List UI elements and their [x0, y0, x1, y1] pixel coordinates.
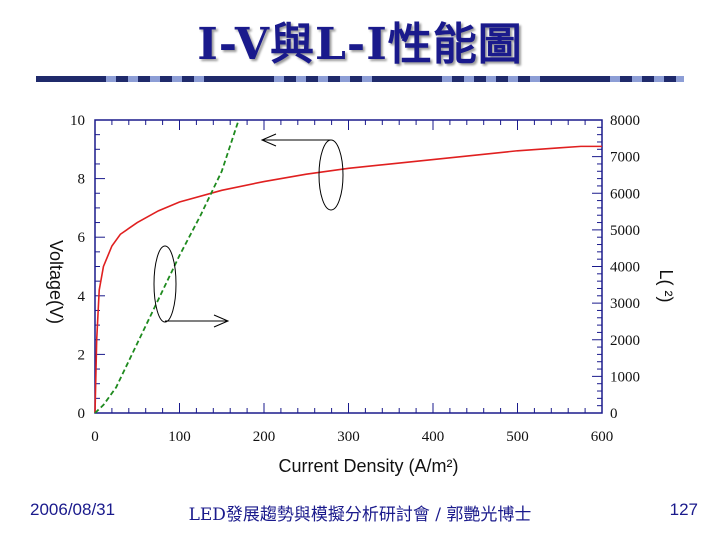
title-bar-segment [182, 76, 194, 82]
footer-date: 2006/08/31 [30, 500, 116, 519]
title-bar-segment [620, 76, 632, 82]
title-bar-segment [128, 76, 138, 82]
y-right-tick-label: 6000 [610, 186, 640, 202]
x-axis-title: Current Density (A/m²) [278, 456, 458, 476]
title-bar-segment [486, 76, 496, 82]
title-bar-segment [36, 76, 106, 82]
title-bar-segment [654, 76, 664, 82]
arrowhead-iv [260, 133, 277, 147]
title-bar-segment [530, 76, 540, 82]
title-bar-segment [642, 76, 654, 82]
title-bar-segment [274, 76, 284, 82]
title-bar-segment [204, 76, 274, 82]
title-bar-segment [372, 76, 442, 82]
y-right-tick-label: 3000 [610, 296, 640, 312]
title-bar-segment [116, 76, 128, 82]
arrowhead-li [213, 314, 230, 328]
title-bar-segment [106, 76, 116, 82]
y-right-tick-label: 8000 [610, 113, 640, 129]
page-number: 127 [669, 500, 698, 519]
y-left-tick-label: 10 [70, 113, 85, 129]
title-bar-segment [350, 76, 362, 82]
x-tick-label: 0 [91, 429, 99, 445]
title-bar-segment [474, 76, 486, 82]
title-bar-segment [172, 76, 182, 82]
y-right-tick-label: 4000 [610, 260, 640, 276]
title-bar-segment [284, 76, 296, 82]
y-left-tick-label: 0 [78, 406, 86, 422]
y-left-tick-label: 8 [78, 172, 86, 188]
title-bar-segment [138, 76, 150, 82]
title-bar-segment [160, 76, 172, 82]
title-bar-segment [362, 76, 372, 82]
x-tick-label: 400 [422, 429, 445, 445]
x-tick-label: 100 [168, 429, 191, 445]
title-bar-segment [664, 76, 676, 82]
footer-title: LED發展趨勢與模擬分析研討會 / 郭艷光博士 [188, 505, 532, 525]
title-bar-segment [328, 76, 340, 82]
li-curve [94, 119, 240, 414]
y-right-axis-title: L( ²) [656, 270, 676, 303]
title-bar-segment [540, 76, 610, 82]
title-bar-segment [518, 76, 530, 82]
x-tick-label: 300 [337, 429, 360, 445]
x-tick-label: 200 [253, 429, 276, 445]
x-tick-label: 600 [591, 429, 614, 445]
y-right-tick-label: 1000 [610, 369, 640, 385]
y-left-axis-title: Voltage(V) [46, 240, 66, 324]
y-right-tick-label: 7000 [610, 150, 640, 166]
y-right-tick-label: 5000 [610, 223, 640, 239]
title-bar-segment [442, 76, 452, 82]
y-left-tick-label: 6 [78, 230, 86, 246]
title-bar-segment [610, 76, 620, 82]
title-bar-segment [340, 76, 350, 82]
title-bar-segment [632, 76, 642, 82]
title-bar-segment [452, 76, 464, 82]
title-bar-segment [296, 76, 306, 82]
iv-curve [94, 145, 602, 414]
title-bar-segment [676, 76, 684, 82]
title-bar-segment [150, 76, 160, 82]
x-tick-label: 500 [506, 429, 529, 445]
title-bar-segment [464, 76, 474, 82]
title-bar-segment [318, 76, 328, 82]
title-decoration-bar [36, 76, 684, 82]
annotation-ellipse-li [153, 245, 177, 323]
y-left-tick-label: 4 [78, 289, 86, 305]
y-right-tick-label: 0 [610, 406, 618, 422]
annotation-ellipse-iv [318, 139, 344, 211]
title-bar-segment [194, 76, 204, 82]
y-left-tick-label: 2 [78, 347, 86, 363]
title-bar-segment [306, 76, 318, 82]
slide-title: I-V與L-I性能圖 [197, 19, 523, 70]
title-bar-segment [508, 76, 518, 82]
y-right-tick-label: 2000 [610, 333, 640, 349]
plot-frame [94, 119, 603, 414]
title-bar-segment [496, 76, 508, 82]
